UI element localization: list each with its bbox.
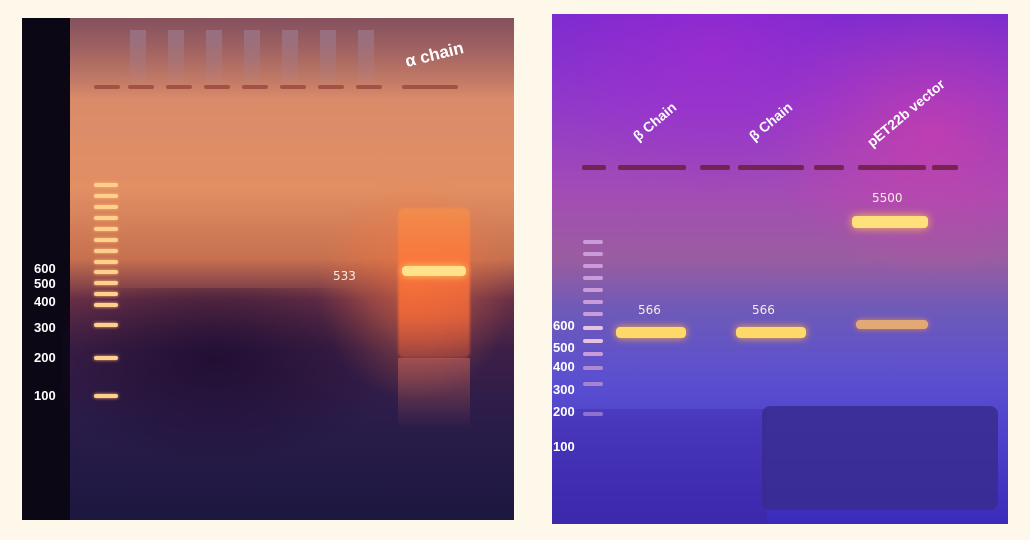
- ladder-band: [94, 205, 118, 209]
- ladder-band: [94, 194, 118, 198]
- left-well-streak: [358, 30, 374, 90]
- left-well: [280, 85, 306, 89]
- left-well: [94, 85, 120, 89]
- left-well-streak: [282, 30, 298, 90]
- left-well: [242, 85, 268, 89]
- right-well: [814, 165, 844, 170]
- ladder-band: [583, 288, 603, 292]
- ladder-band: [583, 252, 603, 256]
- ladder-band: [94, 216, 118, 220]
- marker-label-100: 100: [34, 388, 56, 403]
- left-well: [128, 85, 154, 89]
- marker-label-500: 500: [553, 340, 575, 355]
- ladder-band: [94, 292, 118, 296]
- ladder-band: [94, 303, 118, 307]
- ladder-band: [94, 227, 118, 231]
- vector-band-size-label: 5500: [872, 191, 903, 205]
- ladder-band: [583, 240, 603, 244]
- ladder-band: [583, 382, 603, 386]
- ladder-band: [94, 183, 118, 187]
- marker-label-200: 200: [553, 404, 575, 419]
- left-well: [166, 85, 192, 89]
- left-well-streak: [168, 30, 184, 90]
- ladder-band: [583, 300, 603, 304]
- left-well-streak: [320, 30, 336, 90]
- right-well: [618, 165, 686, 170]
- left-gel-image: 600 500 400 300 200 100 533 α chain: [22, 18, 514, 520]
- left-well-streak: [206, 30, 222, 90]
- right-well: [738, 165, 804, 170]
- ladder-band: [94, 249, 118, 253]
- ladder-band: [583, 312, 603, 316]
- ladder-band: [583, 366, 603, 370]
- ladder-band: [94, 270, 118, 274]
- beta-band-size-label-1: 566: [638, 303, 661, 317]
- ladder-band: [583, 412, 603, 416]
- left-gel-dark-region: [62, 288, 402, 468]
- ladder-band: [583, 352, 603, 356]
- ladder-band: [583, 339, 603, 343]
- ladder-band: [94, 323, 118, 327]
- marker-label-500: 500: [34, 276, 56, 291]
- alpha-chain-smear-tail: [398, 358, 470, 428]
- ladder-band: [94, 281, 118, 285]
- vector-band-low: [856, 320, 928, 329]
- ladder-band: [583, 276, 603, 280]
- ladder-band: [94, 238, 118, 242]
- right-well: [582, 165, 606, 170]
- right-well: [700, 165, 730, 170]
- marker-label-200: 200: [34, 350, 56, 365]
- alpha-chain-band: [402, 266, 466, 276]
- beta-chain-band-2: [736, 327, 806, 338]
- right-well: [932, 165, 958, 170]
- ladder-band: [94, 394, 118, 398]
- left-well: [356, 85, 382, 89]
- ladder-band: [583, 264, 603, 268]
- beta-chain-band-1: [616, 327, 686, 338]
- right-gel-dark-rectangle: [762, 406, 998, 510]
- ladder-band: [583, 326, 603, 330]
- left-well: [318, 85, 344, 89]
- right-gel-lower-region: [552, 409, 767, 524]
- alpha-band-size-label: 533: [333, 269, 356, 283]
- marker-label-400: 400: [553, 359, 575, 374]
- marker-label-600: 600: [553, 318, 575, 333]
- left-well-streak: [244, 30, 260, 90]
- left-well: [402, 85, 458, 89]
- marker-label-300: 300: [34, 320, 56, 335]
- beta-band-size-label-2: 566: [752, 303, 775, 317]
- vector-band-5500: [852, 216, 928, 228]
- ladder-band: [94, 260, 118, 264]
- alpha-chain-smear: [398, 208, 470, 358]
- right-well: [858, 165, 926, 170]
- left-well-streak: [130, 30, 146, 90]
- ladder-band: [94, 356, 118, 360]
- marker-label-100: 100: [553, 439, 575, 454]
- marker-label-300: 300: [553, 382, 575, 397]
- marker-label-600: 600: [34, 261, 56, 276]
- right-gel-image: 600 500 400 300 200 100 566 β Chain 566 …: [552, 14, 1008, 524]
- marker-label-400: 400: [34, 294, 56, 309]
- left-well: [204, 85, 230, 89]
